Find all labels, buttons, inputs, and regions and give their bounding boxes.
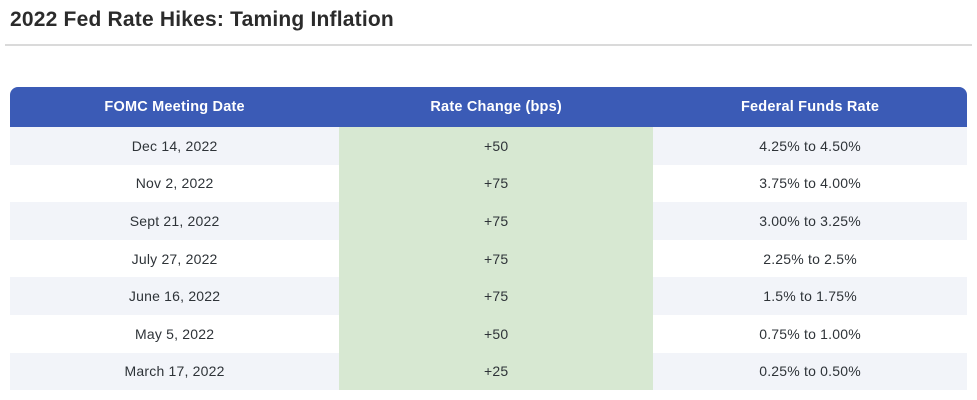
- cell-funds-rate: 0.75% to 1.00%: [759, 325, 861, 342]
- column-header-meeting-date: FOMC Meeting Date: [104, 99, 245, 115]
- cell-funds-rate: 3.75% to 4.00%: [759, 175, 861, 192]
- cell-funds-rate: 0.25% to 0.50%: [759, 363, 861, 380]
- table-row: Dec 14, 2022 +50 4.25% to 4.50%: [10, 127, 967, 165]
- cell-funds-rate: 2.25% to 2.5%: [763, 250, 857, 267]
- table-header-row: FOMC Meeting Date Rate Change (bps) Fede…: [10, 87, 967, 127]
- cell-rate-change: +50: [339, 127, 654, 165]
- fed-rate-hikes-table: FOMC Meeting Date Rate Change (bps) Fede…: [10, 87, 967, 391]
- table-body: Dec 14, 2022 +50 4.25% to 4.50% Nov 2, 2…: [10, 127, 967, 391]
- table-row: March 17, 2022 +25 0.25% to 0.50%: [10, 352, 967, 391]
- cell-rate-change: +25: [339, 352, 654, 391]
- column-header-rate-change: Rate Change (bps): [430, 99, 562, 115]
- cell-meeting-date: Sept 21, 2022: [129, 212, 220, 229]
- page-title: 2022 Fed Rate Hikes: Taming Inflation: [10, 8, 394, 31]
- title-divider: [5, 44, 972, 46]
- table-row: Sept 21, 2022 +75 3.00% to 3.25%: [10, 202, 967, 240]
- cell-meeting-date: July 27, 2022: [131, 250, 218, 267]
- cell-funds-rate: 4.25% to 4.50%: [759, 137, 861, 154]
- table-row: July 27, 2022 +75 2.25% to 2.5%: [10, 239, 967, 278]
- cell-rate-change: +75: [339, 239, 654, 278]
- cell-funds-rate: 1.5% to 1.75%: [763, 288, 857, 305]
- column-header-funds-rate: Federal Funds Rate: [740, 99, 880, 115]
- cell-rate-change: +75: [339, 277, 654, 315]
- cell-meeting-date: Nov 2, 2022: [135, 175, 214, 192]
- cell-meeting-date: Dec 14, 2022: [131, 137, 218, 154]
- cell-rate-change: +75: [339, 202, 654, 240]
- cell-meeting-date: June 16, 2022: [128, 288, 221, 305]
- table-row: May 5, 2022 +50 0.75% to 1.00%: [10, 314, 967, 353]
- table-row: June 16, 2022 +75 1.5% to 1.75%: [10, 277, 967, 315]
- table-row: Nov 2, 2022 +75 3.75% to 4.00%: [10, 164, 967, 203]
- cell-meeting-date: May 5, 2022: [134, 325, 215, 342]
- cell-rate-change: +75: [339, 164, 654, 203]
- cell-rate-change: +50: [339, 314, 654, 353]
- cell-funds-rate: 3.00% to 3.25%: [759, 212, 861, 229]
- cell-meeting-date: March 17, 2022: [124, 363, 225, 380]
